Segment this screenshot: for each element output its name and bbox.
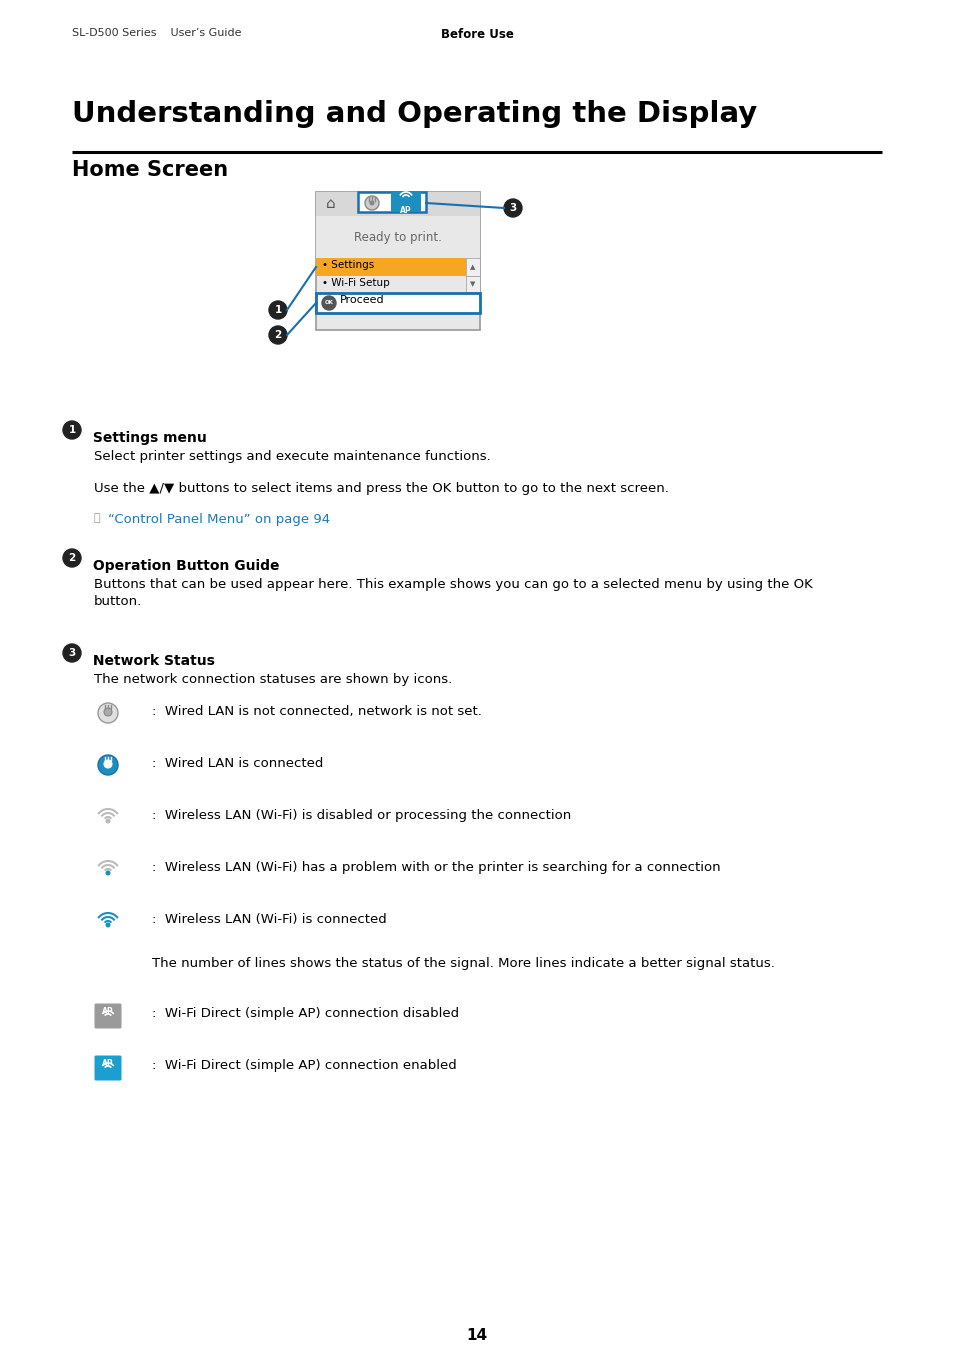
FancyBboxPatch shape bbox=[315, 216, 479, 258]
Text: :  Wired LAN is connected: : Wired LAN is connected bbox=[152, 757, 323, 769]
FancyBboxPatch shape bbox=[465, 275, 479, 292]
Text: Operation Button Guide: Operation Button Guide bbox=[88, 559, 279, 572]
Text: ▲: ▲ bbox=[470, 265, 476, 270]
FancyBboxPatch shape bbox=[315, 258, 465, 275]
Text: 🗎: 🗎 bbox=[94, 513, 100, 522]
Circle shape bbox=[503, 198, 521, 217]
Circle shape bbox=[106, 871, 110, 875]
FancyBboxPatch shape bbox=[94, 1056, 121, 1080]
Text: Understanding and Operating the Display: Understanding and Operating the Display bbox=[71, 100, 757, 128]
Text: AP: AP bbox=[399, 207, 412, 215]
Text: Buttons that can be used appear here. This example shows you can go to a selecte: Buttons that can be used appear here. Th… bbox=[94, 578, 812, 591]
Circle shape bbox=[63, 549, 81, 567]
Circle shape bbox=[63, 421, 81, 439]
Text: :  Wi-Fi Direct (simple AP) connection disabled: : Wi-Fi Direct (simple AP) connection di… bbox=[152, 1007, 458, 1021]
Text: Proceed: Proceed bbox=[339, 296, 384, 305]
FancyBboxPatch shape bbox=[465, 258, 479, 275]
Circle shape bbox=[369, 201, 375, 205]
Text: :  Wi-Fi Direct (simple AP) connection enabled: : Wi-Fi Direct (simple AP) connection en… bbox=[152, 1058, 456, 1072]
Text: Home Screen: Home Screen bbox=[71, 161, 228, 180]
Circle shape bbox=[98, 703, 118, 724]
Text: :  Wireless LAN (Wi-Fi) is disabled or processing the connection: : Wireless LAN (Wi-Fi) is disabled or pr… bbox=[152, 809, 571, 822]
Text: ⌂: ⌂ bbox=[326, 196, 335, 211]
Circle shape bbox=[106, 923, 110, 927]
Circle shape bbox=[322, 296, 335, 310]
FancyBboxPatch shape bbox=[315, 293, 479, 313]
Text: • Settings: • Settings bbox=[322, 261, 374, 270]
FancyBboxPatch shape bbox=[94, 1003, 121, 1029]
Text: 2: 2 bbox=[274, 329, 281, 340]
Text: • Wi-Fi Setup: • Wi-Fi Setup bbox=[322, 278, 390, 288]
Text: 14: 14 bbox=[466, 1328, 487, 1343]
Circle shape bbox=[98, 755, 118, 775]
Circle shape bbox=[104, 707, 112, 716]
Text: :  Wireless LAN (Wi-Fi) is connected: : Wireless LAN (Wi-Fi) is connected bbox=[152, 913, 386, 926]
FancyBboxPatch shape bbox=[315, 192, 479, 329]
Text: ▼: ▼ bbox=[470, 281, 476, 288]
Text: Network Status: Network Status bbox=[88, 653, 214, 668]
Text: :  Wired LAN is not connected, network is not set.: : Wired LAN is not connected, network is… bbox=[152, 705, 481, 718]
Text: 1: 1 bbox=[274, 305, 281, 315]
FancyBboxPatch shape bbox=[357, 192, 426, 212]
Text: SL-D500 Series    User’s Guide: SL-D500 Series User’s Guide bbox=[71, 28, 241, 38]
Text: Select printer settings and execute maintenance functions.: Select printer settings and execute main… bbox=[94, 450, 490, 463]
Text: Use the ▲/▼ buttons to select items and press the OK button to go to the next sc: Use the ▲/▼ buttons to select items and … bbox=[94, 482, 668, 495]
Text: Before Use: Before Use bbox=[440, 28, 513, 40]
Text: AP: AP bbox=[102, 1007, 113, 1015]
FancyBboxPatch shape bbox=[391, 192, 420, 212]
Text: OK: OK bbox=[324, 301, 334, 305]
Circle shape bbox=[106, 819, 110, 822]
Text: Ready to print.: Ready to print. bbox=[354, 231, 441, 243]
Circle shape bbox=[104, 760, 112, 768]
Text: The number of lines shows the status of the signal. More lines indicate a better: The number of lines shows the status of … bbox=[152, 957, 774, 971]
Text: button.: button. bbox=[94, 595, 142, 608]
Text: 3: 3 bbox=[69, 648, 75, 657]
Text: AP: AP bbox=[102, 1058, 113, 1068]
Text: “Control Panel Menu” on page 94: “Control Panel Menu” on page 94 bbox=[108, 513, 330, 526]
Circle shape bbox=[365, 196, 378, 211]
Text: 2: 2 bbox=[69, 554, 75, 563]
Text: :  Wireless LAN (Wi-Fi) has a problem with or the printer is searching for a con: : Wireless LAN (Wi-Fi) has a problem wit… bbox=[152, 861, 720, 873]
Circle shape bbox=[269, 301, 287, 319]
Text: 3: 3 bbox=[509, 202, 517, 213]
Circle shape bbox=[269, 325, 287, 344]
FancyBboxPatch shape bbox=[315, 192, 479, 216]
Text: The network connection statuses are shown by icons.: The network connection statuses are show… bbox=[94, 674, 452, 686]
Text: 1: 1 bbox=[69, 425, 75, 435]
Text: Settings menu: Settings menu bbox=[88, 431, 207, 446]
Circle shape bbox=[63, 644, 81, 662]
